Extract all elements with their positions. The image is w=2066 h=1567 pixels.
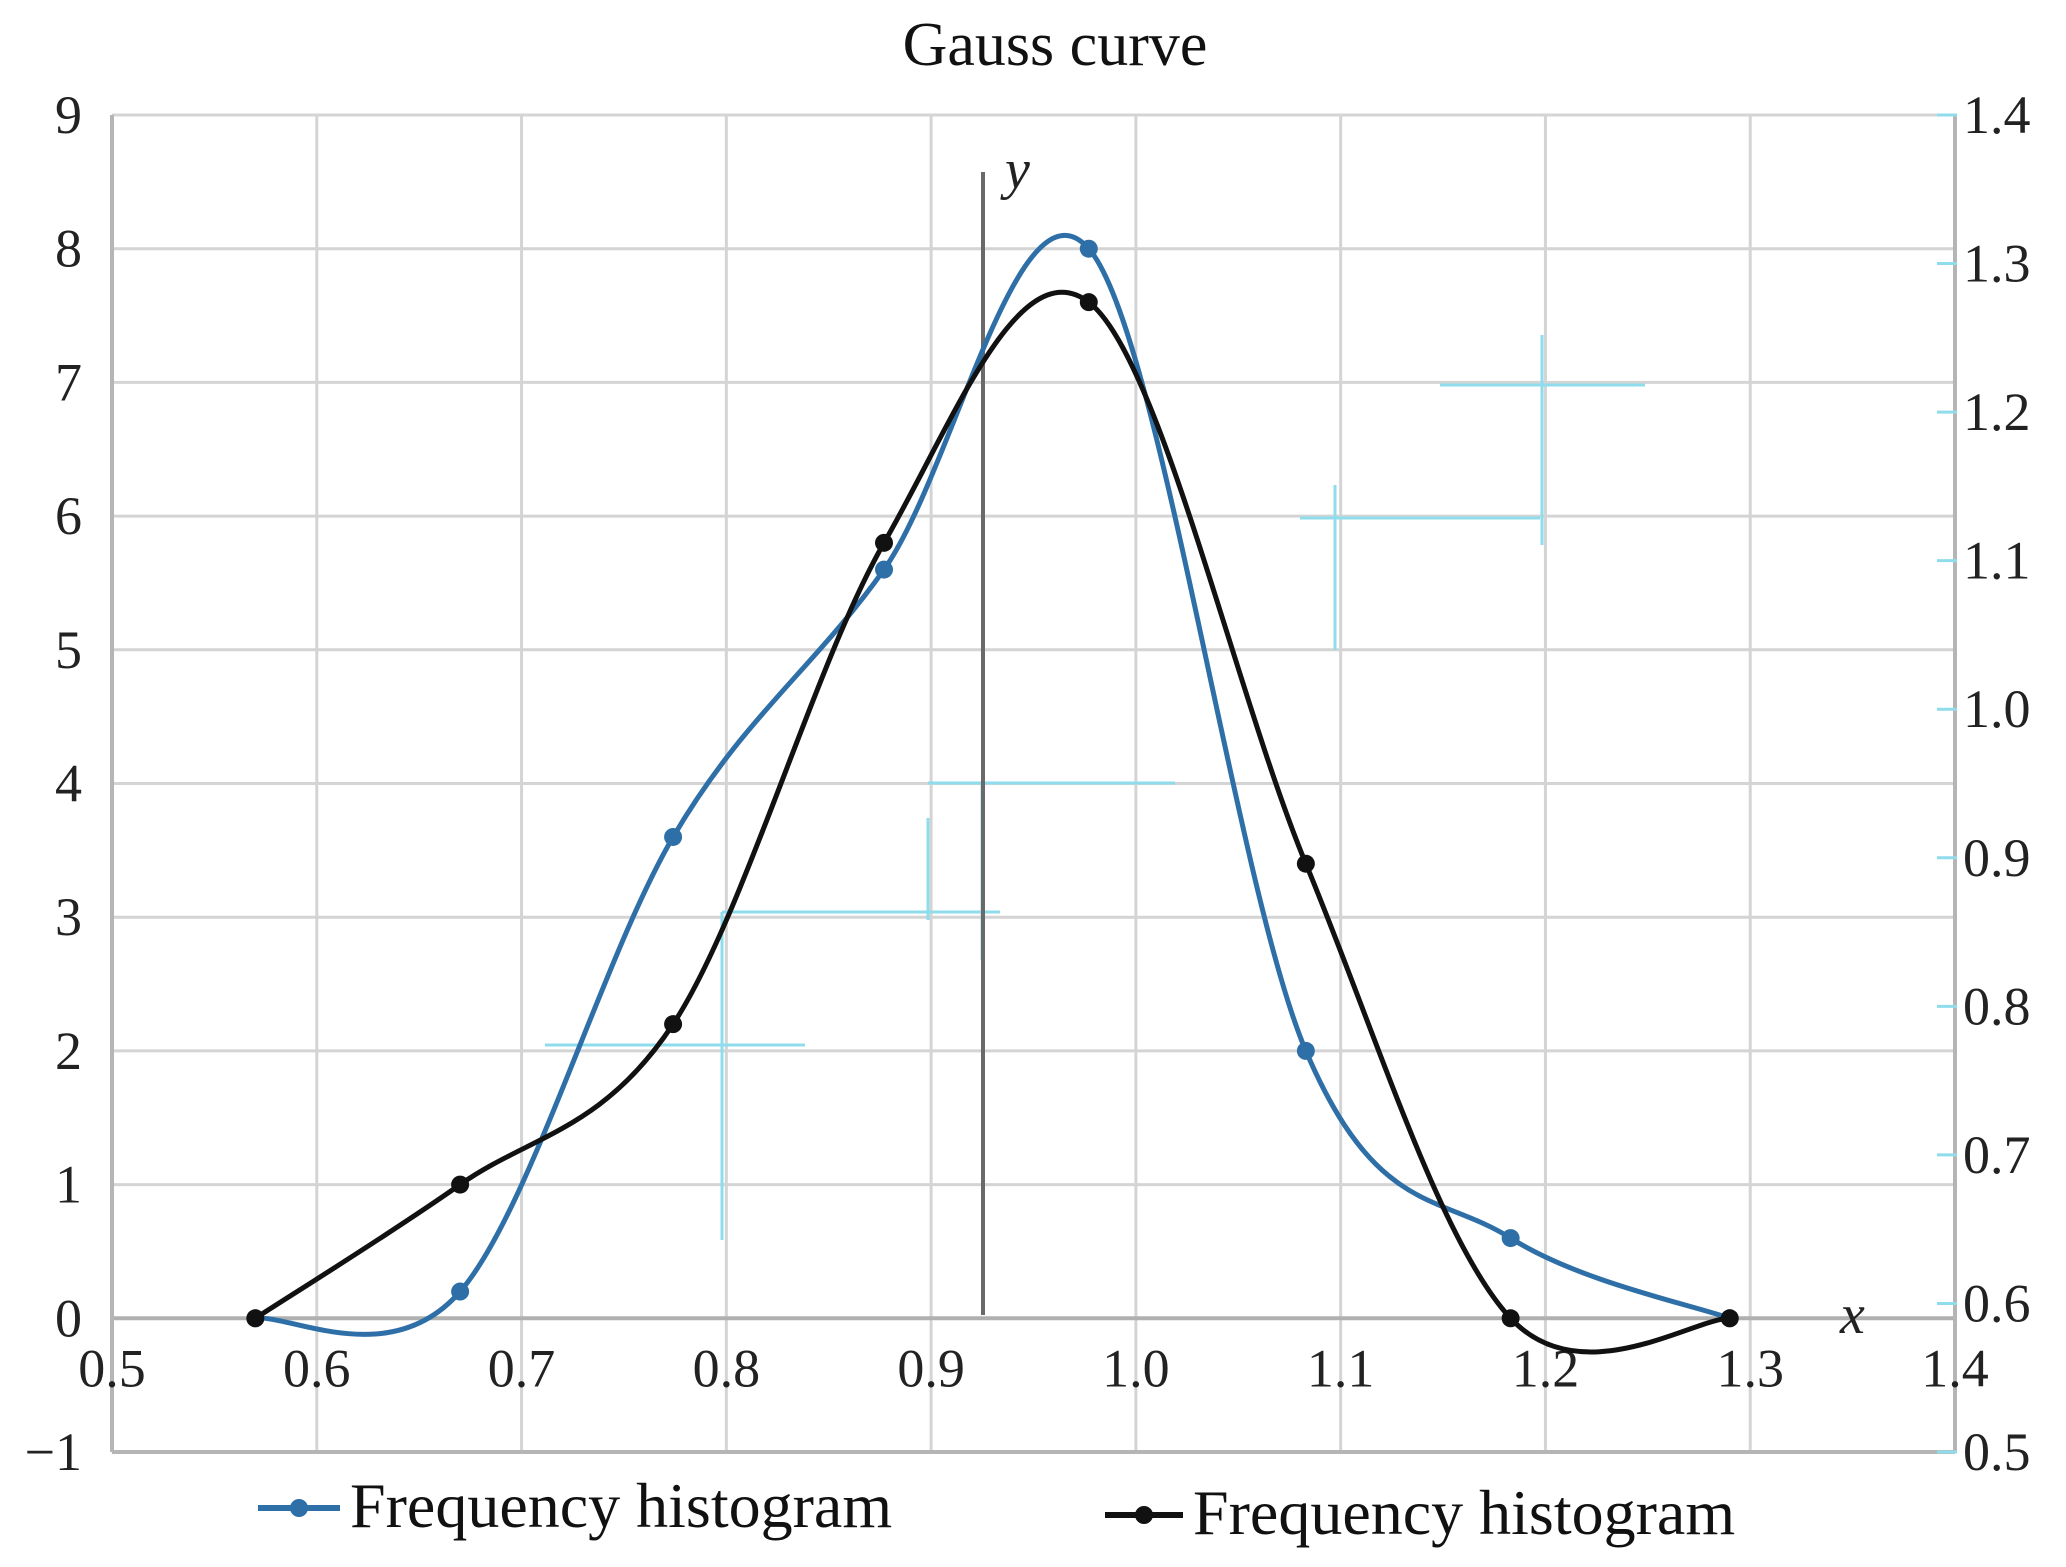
data-point xyxy=(1501,1229,1520,1248)
x-tick-label: 0.6 xyxy=(283,1338,351,1398)
legend-label-black: Frequency histogram xyxy=(1193,1477,1735,1548)
data-point xyxy=(1079,239,1098,258)
data-point xyxy=(451,1282,470,1301)
axis-frame xyxy=(110,115,1957,1454)
y2-tick-label: 0.8 xyxy=(1963,976,2031,1036)
data-point xyxy=(1720,1309,1739,1328)
y-tick-label: 7 xyxy=(55,352,82,412)
y2-tick-label: 1.3 xyxy=(1963,234,2031,294)
y-tick-label: 1 xyxy=(55,1155,82,1215)
y-tick-label: 5 xyxy=(55,620,82,680)
series-layer xyxy=(246,232,1739,1355)
x-tick-label: 0.7 xyxy=(488,1338,556,1398)
y2-tick-label: 0.7 xyxy=(1963,1125,2031,1185)
x-axis-label: x xyxy=(1839,1284,1865,1346)
y-tick-label: −1 xyxy=(25,1422,82,1482)
x-tick-label: 0.9 xyxy=(897,1338,965,1398)
legend-marker-blue xyxy=(290,1499,308,1517)
data-point xyxy=(1296,1041,1315,1060)
data-point xyxy=(875,533,894,552)
legend-marker-black xyxy=(1135,1506,1153,1524)
series-black xyxy=(246,289,1739,1355)
y2-tick-label: 1.2 xyxy=(1963,382,2031,442)
data-point xyxy=(1296,854,1315,873)
y2-tick-label: 0.6 xyxy=(1963,1273,2031,1333)
x-tick-label: 1.1 xyxy=(1307,1338,1375,1398)
x-tick-label: 1.2 xyxy=(1512,1338,1580,1398)
data-point xyxy=(875,560,894,579)
y-tick-labels: −1 0 1 2 3 4 5 6 7 8 9 xyxy=(25,85,82,1482)
y2-tick-label: 1.4 xyxy=(1963,85,2031,145)
y-tick-label: 9 xyxy=(55,85,82,145)
y2-tick-label: 0.5 xyxy=(1963,1422,2031,1482)
x-tick-label: 1.0 xyxy=(1102,1338,1170,1398)
y-tick-label: 6 xyxy=(55,486,82,546)
x-tick-label: 1.3 xyxy=(1716,1338,1784,1398)
x-tick-label: 0.8 xyxy=(693,1338,761,1398)
y-tick-label: 3 xyxy=(55,887,82,947)
x-tick-label: 1.4 xyxy=(1921,1338,1989,1398)
legend-item-blue: Frequency histogram xyxy=(258,1470,892,1541)
y2-tick-labels: 0.5 0.6 0.7 0.8 0.9 1.0 1.1 1.2 1.3 1.4 xyxy=(1937,85,2031,1482)
chart-title: Gauss curve xyxy=(903,11,1208,79)
data-point xyxy=(1079,293,1098,312)
series-line xyxy=(255,232,1731,1337)
data-point xyxy=(246,1309,265,1328)
y-axis-label: y xyxy=(1000,139,1030,201)
data-point xyxy=(664,827,683,846)
y2-tick-label: 0.9 xyxy=(1963,828,2031,888)
y2-tick-label: 1.0 xyxy=(1963,679,2031,739)
y-tick-label: 4 xyxy=(55,754,82,814)
legend: Frequency histogram Frequency histogram xyxy=(258,1470,1735,1548)
legend-label-blue: Frequency histogram xyxy=(350,1470,892,1541)
y2-tick-label: 1.1 xyxy=(1963,531,2031,591)
background-crosshair-marks xyxy=(545,335,1645,1240)
data-point xyxy=(664,1015,683,1034)
data-point xyxy=(451,1175,470,1194)
y-tick-label: 0 xyxy=(55,1288,82,1348)
y-tick-label: 2 xyxy=(55,1021,82,1081)
x-tick-labels: 0.5 0.6 0.7 0.8 0.9 1.0 1.1 1.2 1.3 1.4 xyxy=(78,1338,1989,1398)
x-tick-label: 0.5 xyxy=(78,1338,146,1398)
data-point xyxy=(1501,1309,1520,1328)
series-line xyxy=(253,289,1730,1355)
legend-item-black: Frequency histogram xyxy=(1105,1477,1735,1548)
y-tick-label: 8 xyxy=(55,219,82,279)
